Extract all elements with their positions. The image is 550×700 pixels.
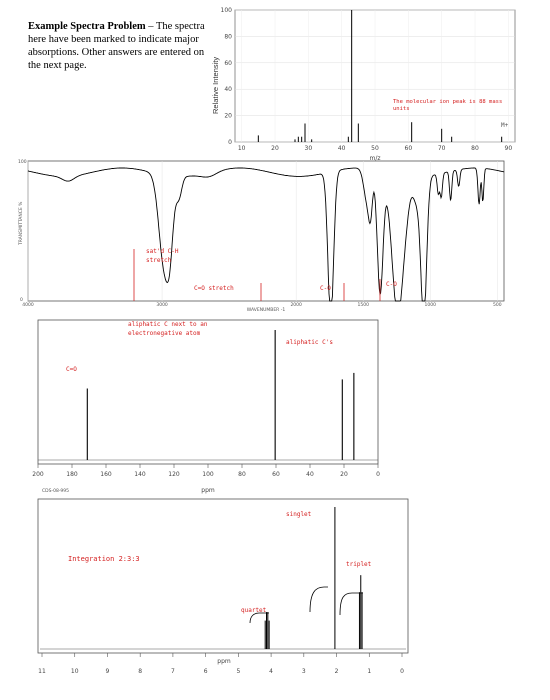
hnmr-xtick: 4 [269,668,273,675]
hnmr-xtick: 2 [335,668,339,675]
hnmr-xtick: 5 [236,668,240,675]
intro-dash: – [145,21,156,32]
ms-annotation-mplus: M+ [501,122,509,129]
ms-xtick: 30 [305,145,313,152]
hnmr-xtick: 10 [71,668,79,675]
hnmr-xtick: 6 [204,668,208,675]
ms-ytick: 40 [224,86,232,93]
cnmr-xtick: 60 [272,471,280,478]
ir-annotation-ch: sat'd C-H stretch [146,248,179,264]
hnmr-xtick: 8 [138,668,142,675]
c13-nmr-chart: 200 180 160 140 120 100 80 60 40 20 0 ppm CDS-08-9… [32,319,380,494]
cnmr-annotation-co: C=O [66,366,77,373]
ir-frame [27,160,505,302]
intro-text: Example Spectra Problem – The spectra he… [28,20,208,72]
ms-ylabel: Relative Intensity [211,57,220,114]
ir-xtick: 1000 [425,302,437,308]
ir-trace [27,167,505,302]
ms-xtick: 40 [338,145,346,152]
ms-ytick: 80 [224,33,232,40]
ms-xtick: 20 [271,145,279,152]
hnmr-xtick: 11 [38,668,46,675]
ir-annotation-co-stretch: C=O stretch [194,285,234,292]
ms-xtick: 50 [371,145,379,152]
cnmr-xtick: 80 [238,471,246,478]
cnmr-annotation-electronegative: aliphatic C next to an electronegative a… [128,321,207,337]
ir-annotation-c-o-2: C-O [386,281,397,288]
hnmr-annotation-singlet: singlet [286,511,312,518]
cnmr-xtick: 140 [134,471,146,478]
intro-title: Example Spectra Problem [28,21,146,32]
hnmr-integral-quartet [249,612,269,624]
ms-xtick: 90 [505,145,513,152]
ms-xlabel: m/z [369,155,380,162]
hnmr-annotation-triplet: triplet [346,561,372,568]
cnmr-xtick: 160 [100,471,112,478]
hnmr-xlabel: ppm [217,658,231,665]
cnmr-xtick: 200 [32,471,44,478]
mass-spectrum-chart: 10 20 30 40 50 60 70 80 90 0 20 40 60 80 100 Relative… [211,7,516,162]
cnmr-xtick: 20 [340,471,348,478]
ir-ylabel: TRANSMITTANCE % [18,201,24,246]
ir-ytick-0: 0 [20,297,23,303]
cnmr-annotation-aliphatic: aliphatic C's [286,339,333,346]
ms-ytick: 100 [221,7,233,14]
hnmr-xtick: 7 [171,668,175,675]
ms-ytick: 20 [224,113,232,120]
hnmr-xtick: 1 [367,668,371,675]
cnmr-xlabel: ppm [201,487,215,494]
ms-xtick: 70 [438,145,446,152]
ms-xtick: 80 [471,145,479,152]
cnmr-xtick: 120 [168,471,180,478]
hnmr-integral-triplet [339,592,363,616]
hnmr-annotation-quartet: quartet [241,607,267,614]
ir-ytick-100: 100 [18,159,27,165]
cnmr-frame [37,319,379,465]
ir-xtick: 2000 [290,302,302,308]
ir-annotation-c-o-1: C-O [320,285,331,292]
cnmr-footnote: CDS-08-995 [42,488,69,494]
hnmr-xtick: 0 [400,668,404,675]
ir-xtick: 500 [493,302,502,308]
hnmr-frame [37,498,409,654]
ir-xlabel: WAVENUMBER -1 [247,307,286,313]
intro-body: The spectra here have been marked to ind… [28,21,205,71]
hnmr-xtick: 3 [302,668,306,675]
ms-ytick: 0 [228,139,232,146]
ir-xtick: 1500 [357,302,369,308]
h1-nmr-chart: 11 10 9 8 7 6 5 4 3 2 1 0 ppm Integration 2:3:3 qua… [37,498,409,675]
ir-spectrum-chart: 4000 3000 2000 1500 1000 500 100 0 TRANSMITTA… [18,159,505,313]
ms-xtick: 10 [238,145,246,152]
hnmr-integral-singlet [309,586,328,613]
cnmr-xtick: 0 [376,471,380,478]
ms-ytick: 60 [224,60,232,67]
cnmr-xtick: 40 [306,471,314,478]
ms-annotation-molecular-ion: The molecular ion peak is 88 mass units [393,99,502,112]
cnmr-xtick: 100 [202,471,214,478]
ms-xtick: 60 [405,145,413,152]
hnmr-xtick: 9 [106,668,110,675]
cnmr-xtick: 180 [66,471,78,478]
ir-xtick: 3000 [156,302,168,308]
ir-xtick: 4000 [22,302,34,308]
hnmr-annotation-integration: Integration 2:3:3 [68,555,140,563]
